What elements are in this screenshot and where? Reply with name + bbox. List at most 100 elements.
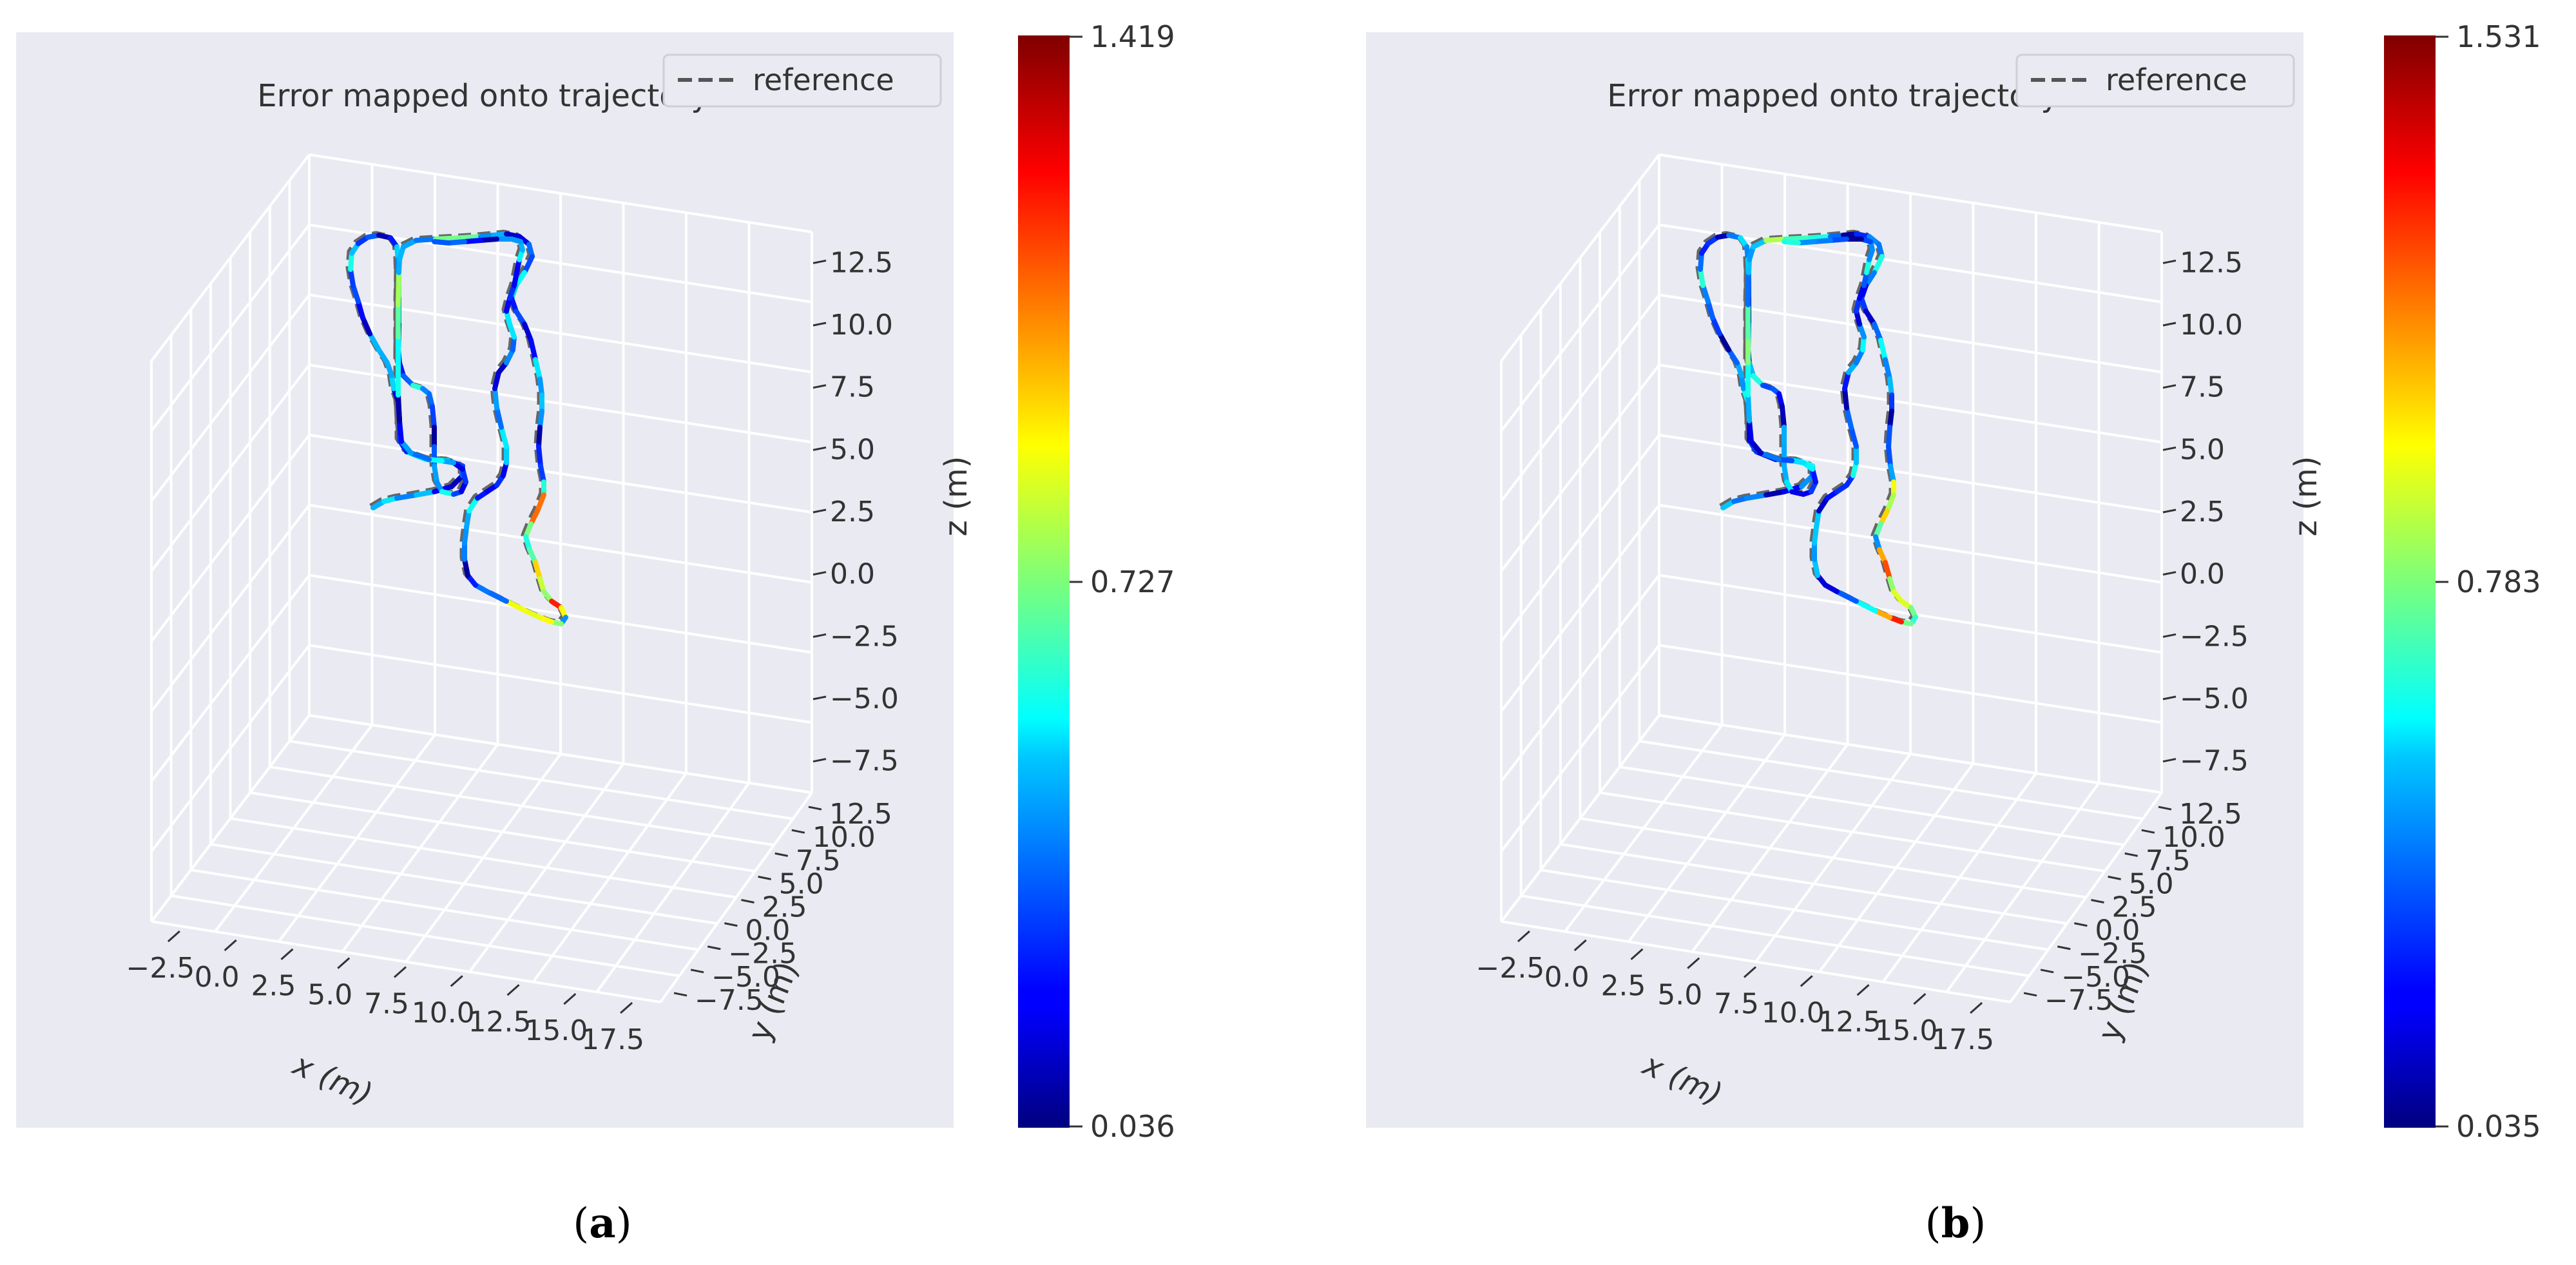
trajectory-segment — [1814, 508, 1821, 530]
trajectory-segment — [462, 557, 470, 578]
y-tick-label: −7.5 — [2044, 984, 2113, 1017]
z-tick — [812, 446, 827, 451]
legend[interactable]: reference — [2015, 53, 2295, 108]
legend-box — [2015, 53, 2295, 108]
wall-grid-line — [150, 153, 311, 362]
trajectory-segment — [1710, 315, 1722, 336]
trajectory-segment — [1888, 463, 1896, 485]
z-tick — [2162, 384, 2177, 389]
trajectory-segment — [1885, 492, 1896, 514]
x-tick — [1913, 993, 1927, 1005]
x-tick-label: 17.5 — [581, 1023, 644, 1056]
panel-b: Error mapped onto trajectory reference −… — [1366, 19, 2541, 1248]
x-tick — [167, 930, 180, 943]
chart-title: Error mapped onto trajectory — [1607, 78, 2059, 114]
trajectory-segment — [414, 489, 437, 497]
trajectory-segment — [1886, 425, 1892, 449]
x-tick — [337, 957, 351, 969]
pane-grid — [1500, 153, 2163, 1003]
trajectory-segment — [523, 608, 543, 620]
z-tick-label: −5.0 — [830, 682, 899, 715]
wall-grid-line — [309, 293, 812, 374]
panel-label-a: (a) — [573, 1199, 631, 1248]
y-tick-label: −5.0 — [2061, 961, 2130, 994]
z-tick — [812, 633, 827, 638]
trajectory-segment — [537, 376, 544, 398]
floor-grid-line — [595, 782, 751, 993]
wall-grid-line — [1500, 224, 1660, 432]
trajectory-segment — [494, 405, 504, 430]
trajectory-segment — [360, 315, 372, 336]
trajectory-segment — [522, 322, 533, 343]
y-tick — [2108, 875, 2121, 880]
trajectory-segment — [499, 425, 509, 449]
trajectory-segment — [1842, 370, 1851, 391]
wall-grid-line — [1500, 294, 1660, 502]
y-tick-label: 12.5 — [829, 798, 892, 831]
trajectory-segment — [492, 370, 501, 391]
trajectory-segment — [1812, 557, 1820, 578]
trajectory-segment — [430, 404, 437, 430]
x-tick — [1744, 966, 1756, 978]
trajectory-segment — [432, 463, 439, 485]
x-tick — [1517, 930, 1530, 943]
z-tick — [2162, 633, 2177, 638]
z-tick-label: 5.0 — [830, 433, 875, 466]
wall-grid-line — [1658, 434, 2162, 514]
estimated-trajectory — [348, 231, 568, 626]
panel-label-b: (b) — [1925, 1199, 1986, 1248]
trajectory-segment — [356, 299, 365, 320]
trajectory-segment — [1744, 492, 1769, 501]
trajectory-segment — [396, 392, 402, 423]
chart-title: Error mapped onto trajectory — [257, 78, 709, 114]
floor-grid-line — [659, 791, 813, 1003]
floor-grid-line — [289, 740, 793, 820]
x-tick — [450, 975, 463, 987]
x-tick-label: −2.5 — [1475, 952, 1544, 985]
x-tick-labels: −2.5 0.0 2.5 5.0 7.5 10.012.515.017.5 — [126, 930, 644, 1056]
legend[interactable]: reference — [662, 53, 942, 108]
y-tick-label: 12.5 — [2179, 798, 2242, 831]
wall-grid-line — [309, 434, 812, 514]
x-tick — [1687, 957, 1700, 969]
trajectory-segment — [409, 450, 432, 462]
trajectory-segment — [1886, 444, 1893, 468]
y-tick — [2074, 922, 2088, 927]
wall-grid-line — [150, 434, 311, 642]
trajectory-segment — [1842, 386, 1849, 410]
y-tick — [724, 922, 738, 927]
y-tick — [758, 875, 771, 880]
trajectory-segment — [1872, 322, 1883, 343]
z-tick-label: 7.5 — [2180, 371, 2225, 404]
wall-grid-line — [150, 294, 311, 502]
y-tick — [791, 829, 805, 834]
legend-reference-label: reference — [2106, 63, 2247, 97]
z-tick — [812, 758, 827, 763]
floor-grid-line — [269, 766, 774, 847]
z-axis-label: z (m) — [2288, 456, 2324, 537]
x-tick-label: 12.5 — [1818, 1005, 1881, 1038]
y-tick — [808, 806, 822, 811]
trajectory-segment — [1758, 450, 1782, 462]
x-tick-label: 10.0 — [412, 996, 475, 1029]
z-tick-label: −5.0 — [2180, 682, 2249, 715]
x-tick-label: 17.5 — [1931, 1023, 1994, 1056]
colorbar-label-min: 0.035 — [2456, 1109, 2541, 1144]
y-tick-label: 7.5 — [2146, 844, 2191, 877]
colorbar: 1.419 0.727 0.036 — [1018, 19, 1175, 1144]
x-tick-label: 0.0 — [195, 961, 240, 994]
x-tick — [620, 1001, 633, 1014]
trajectory-segment — [533, 560, 543, 581]
x-tick — [280, 948, 294, 960]
y-tick-label: −5.0 — [711, 961, 780, 994]
colorbar-label-mid: 0.727 — [1090, 565, 1175, 599]
z-axis-label: z (m) — [938, 456, 974, 537]
trajectory-segment — [464, 508, 472, 530]
y-tick — [2040, 969, 2054, 974]
trajectory-segment — [535, 492, 546, 514]
trajectory-segment — [1764, 237, 1788, 243]
x-tick — [1800, 975, 1813, 987]
z-tick-label: −2.5 — [830, 620, 899, 653]
wall-grid-line — [1500, 153, 1660, 362]
